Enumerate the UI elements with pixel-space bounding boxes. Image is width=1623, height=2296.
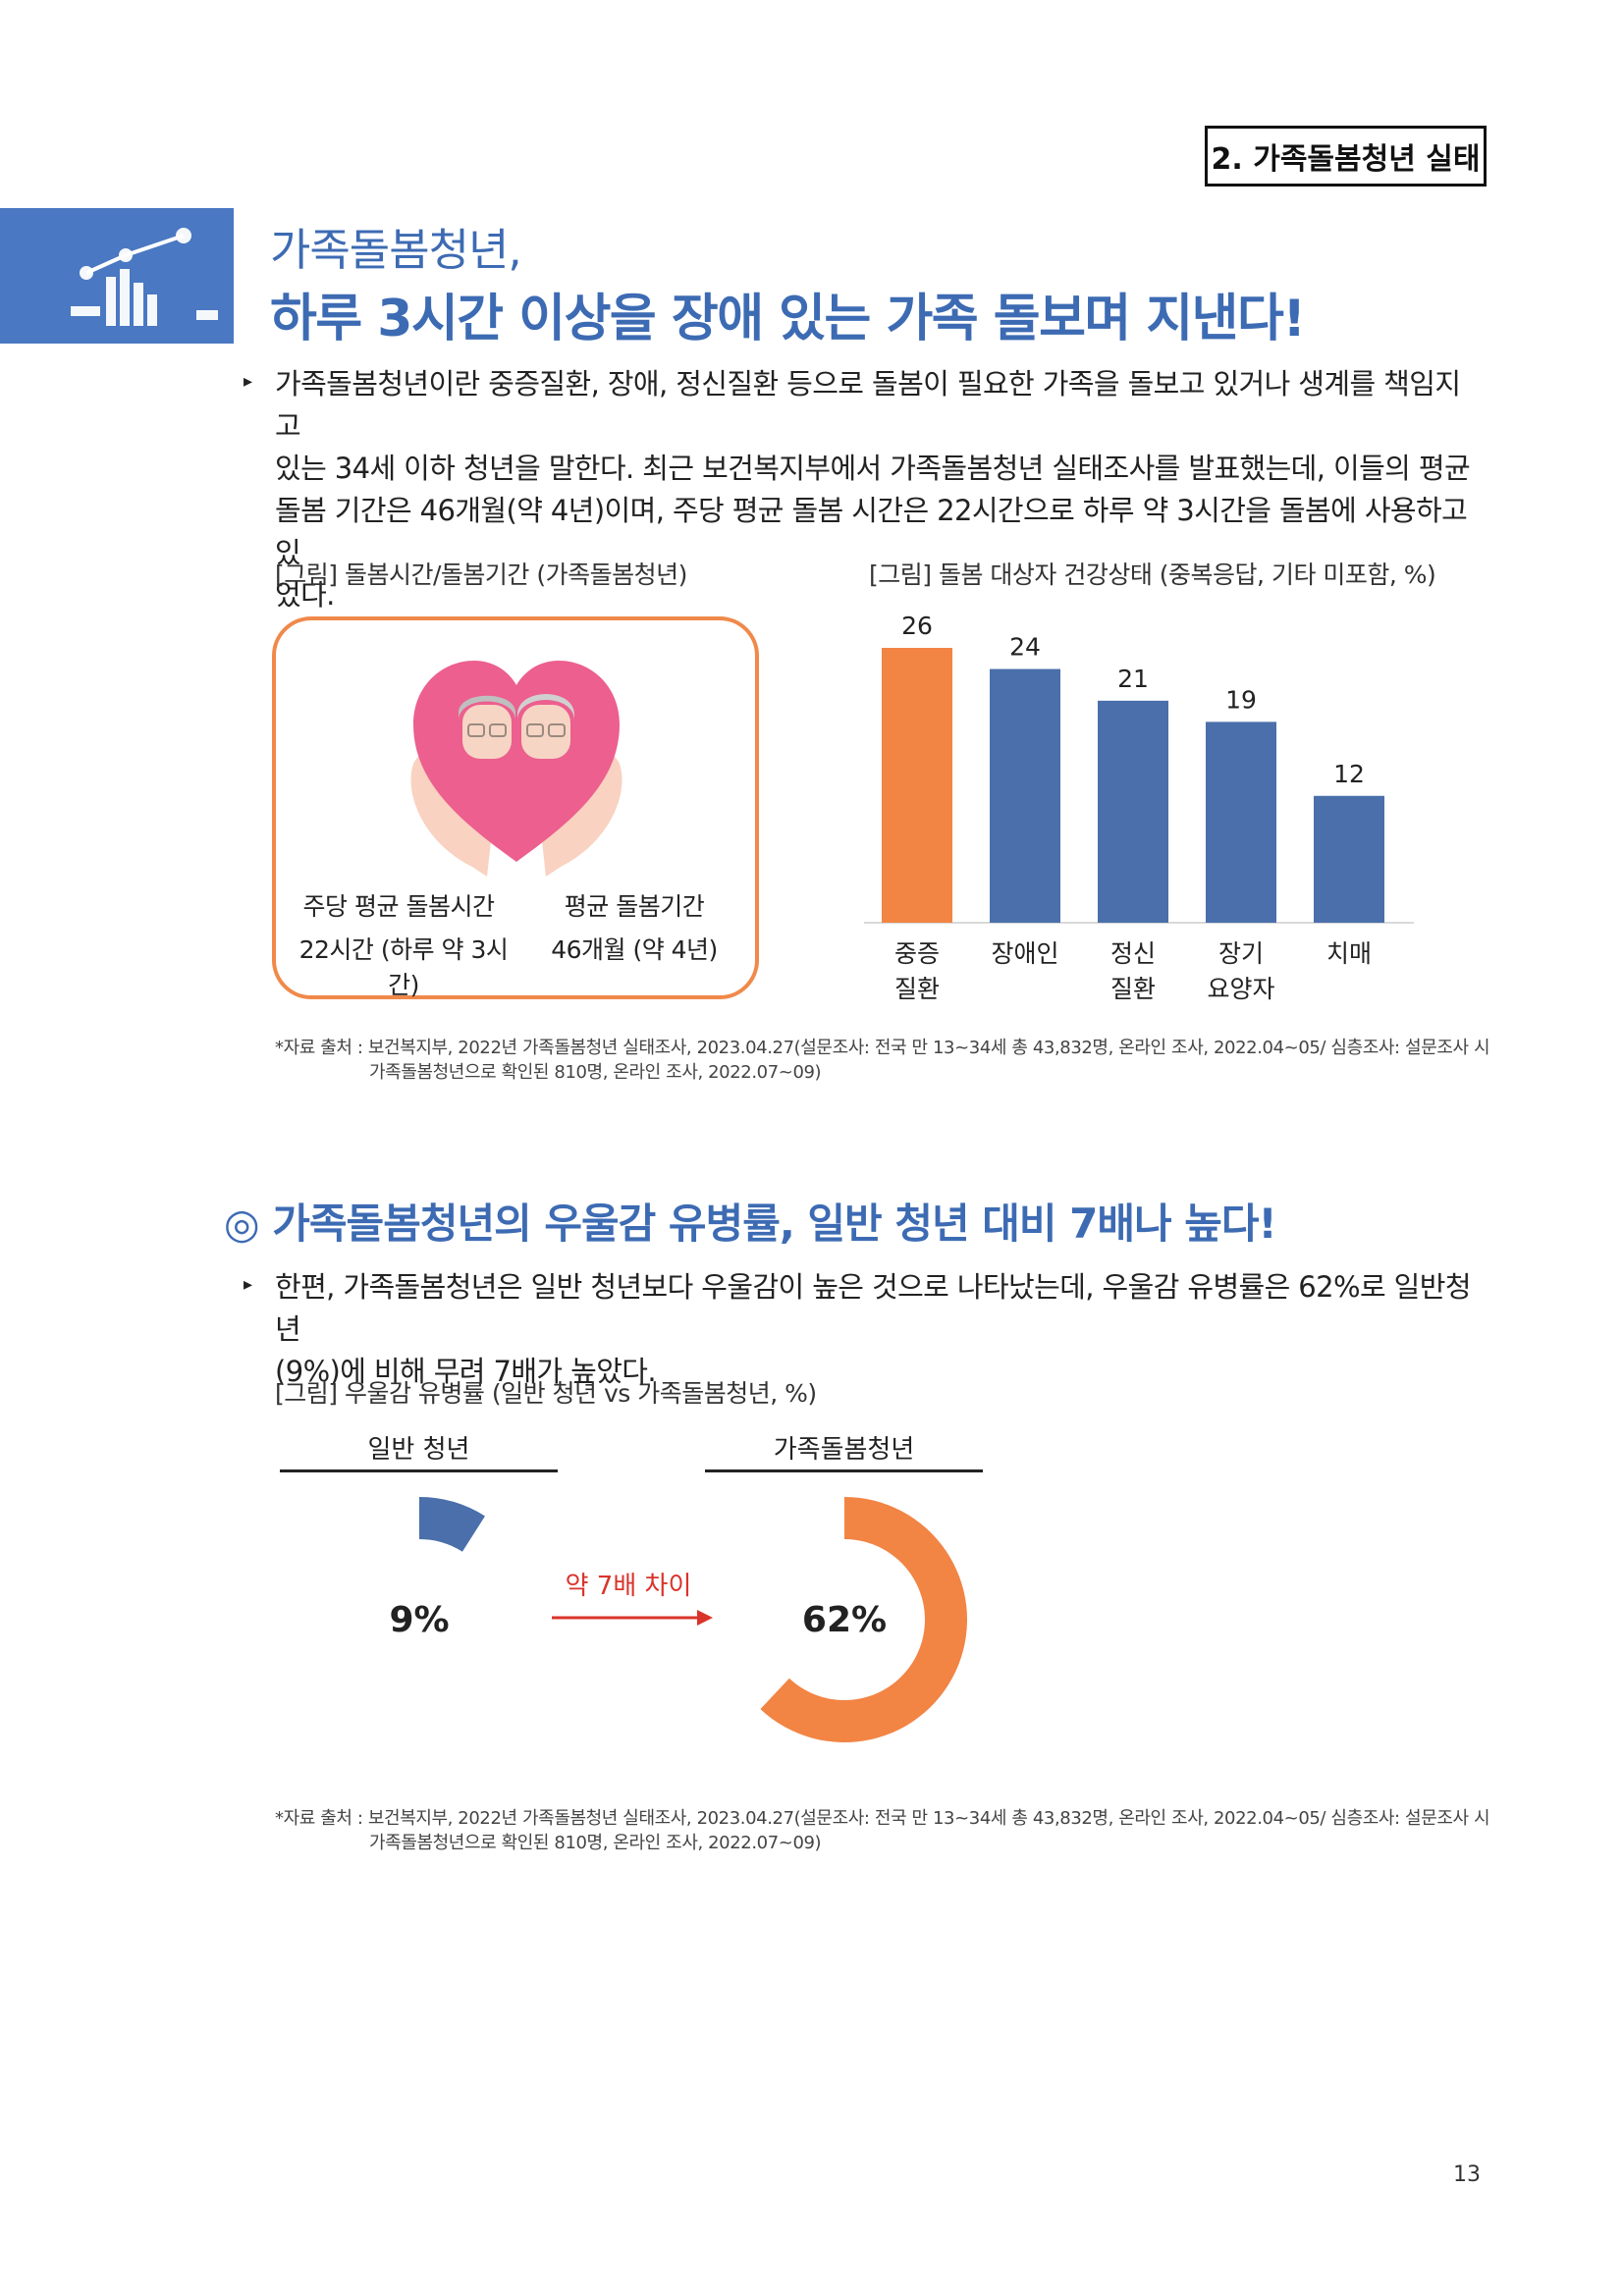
source-note-2: *자료 출처 : 보건복지부, 2022년 가족돌봄청년 실태조사, 2023.… [275, 1806, 1490, 1855]
caregiver-youth-donut [760, 1497, 967, 1742]
heart-hands-illustration [410, 661, 622, 877]
source-note-1: *자료 출처 : 보건복지부, 2022년 가족돌봄청년 실태조사, 2023.… [275, 1036, 1490, 1085]
bar [990, 668, 1060, 923]
category-label: 요양자 [1207, 975, 1274, 1003]
bar [1206, 721, 1276, 923]
difference-label: 약 7배 차이 [565, 1572, 692, 1601]
section-tag: 2. 가족돌봄청년 실태 [1205, 126, 1487, 187]
section2-line: 한편, 가족돌봄청년은 일반 청년보다 우울감이 높은 것으로 나타났는데, 우… [275, 1270, 1472, 1346]
intro-paragraph: 가족돌봄청년이란 중증질환, 장애, 정신질환 등으로 돌봄이 필요한 가족을 … [275, 363, 1483, 616]
bar-value-label: 24 [1009, 633, 1041, 662]
category-label: 치매 [1326, 939, 1372, 968]
category-label: 장기 [1218, 939, 1264, 968]
general-youth-value: 9% [389, 1600, 450, 1640]
page-number: 13 [1453, 2163, 1481, 2187]
donut-slice [419, 1497, 485, 1552]
category-label: 중증 [894, 939, 940, 968]
source-line: 가족돌봄청년으로 확인된 810명, 온라인 조사, 2022.07~09) [369, 1833, 822, 1853]
source-line: *자료 출처 : 보건복지부, 2022년 가족돌봄청년 실태조사, 2023.… [275, 1038, 1490, 1058]
category-label: 질환 [1110, 975, 1156, 1003]
family-caregiver-title: 가족돌봄청년 [773, 1435, 915, 1465]
divider [705, 1469, 983, 1472]
section2-heading: ◎ 가족돌봄청년의 우울감 유병률, 일반 청년 대비 7배나 높다! [224, 1200, 1277, 1248]
general-youth-title: 일반 청년 [367, 1435, 470, 1465]
bar [1098, 700, 1168, 923]
intro-line: 가족돌봄청년이란 중증질환, 장애, 정신질환 등으로 돌봄이 필요한 가족을 … [275, 367, 1461, 443]
bar [1314, 795, 1384, 923]
source-line: *자료 출처 : 보건복지부, 2022년 가족돌봄청년 실태조사, 2023.… [275, 1808, 1490, 1829]
intro-line: 돌봄 기간은 46개월(약 4년)이며, 주당 평균 돌봄 시간은 22시간으로… [275, 494, 1468, 569]
page-title-line1: 가족돌봄청년, [270, 224, 522, 276]
figure3-caption: [그림] 우울감 유병률 (일반 청년 vs 가족돌봄청년, %) [275, 1379, 817, 1408]
care-time-card: 주당 평균 돌봄시간 22시간 (하루 약 3시간) 평균 돌봄기간 46개월 … [272, 616, 759, 999]
section2-line: (9%)에 비해 무려 7배가 높았다. [275, 1355, 657, 1388]
bar-value-label: 12 [1333, 760, 1365, 788]
care-period-value: 46개월 (약 4년) [551, 935, 718, 964]
bar-value-label: 21 [1117, 665, 1149, 693]
figure2-caption: [그림] 돌봄 대상자 건강상태 (중복응답, 기타 미포함, %) [869, 561, 1436, 589]
donut-slice [760, 1497, 967, 1742]
intro-line: 있는 34세 이하 청년을 말한다. 최근 보건복지부에서 가족돌봄청년 실태조… [275, 452, 1471, 485]
category-label: 정신 [1110, 939, 1156, 968]
section2-paragraph: 한편, 가족돌봄청년은 일반 청년보다 우울감이 높은 것으로 나타났는데, 우… [275, 1266, 1483, 1393]
page-title-line2: 하루 3시간 이상을 장애 있는 가족 돌보며 지낸다! [270, 290, 1306, 348]
category-label: 장애인 [991, 939, 1058, 968]
intro-line: 었다. [275, 578, 335, 612]
general-youth-donut [419, 1497, 485, 1552]
chart-people-icon [71, 228, 218, 326]
category-label: 질환 [894, 975, 940, 1003]
care-hours-label: 주당 평균 돌봄시간 [302, 892, 495, 921]
care-period-label: 평균 돌봄기간 [564, 892, 705, 921]
care-hours-value: 22시간 (하루 약 3시간) [298, 935, 509, 999]
bullet-icon: ▸ [243, 1274, 253, 1295]
bar-value-label: 26 [901, 612, 933, 640]
source-line: 가족돌봄청년으로 확인된 810명, 온라인 조사, 2022.07~09) [369, 1062, 822, 1083]
figure1-caption: [그림] 돌봄시간/돌봄기간 (가족돌봄청년) [275, 561, 687, 589]
caregiver-youth-value: 62% [801, 1600, 888, 1640]
bar-value-label: 19 [1225, 685, 1257, 714]
bar [882, 648, 952, 923]
arrow-right-icon [552, 1610, 713, 1626]
section-icon-box [0, 208, 234, 344]
divider [280, 1469, 558, 1472]
bullet-icon: ▸ [243, 371, 253, 392]
